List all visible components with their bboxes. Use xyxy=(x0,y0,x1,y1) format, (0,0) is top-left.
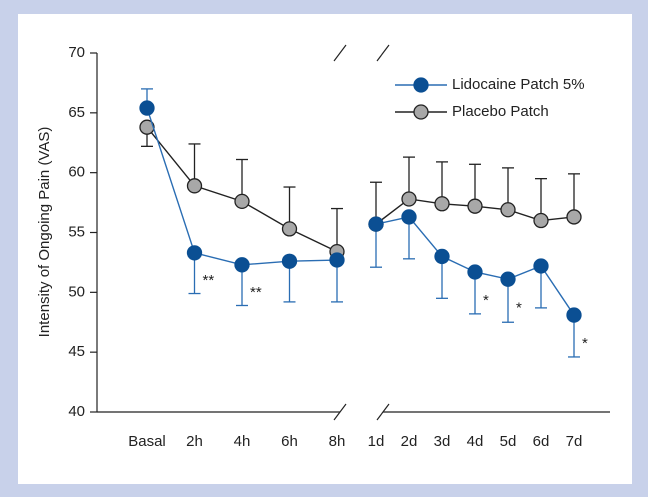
x-tick-label: 1d xyxy=(368,433,385,450)
y-tick-label: 55 xyxy=(68,223,85,240)
y-tick-label: 45 xyxy=(68,343,85,360)
x-tick-label: Basal xyxy=(128,433,166,450)
x-tick-label: 4h xyxy=(234,433,251,450)
y-tick-label: 40 xyxy=(68,403,85,420)
y-tick-label: 50 xyxy=(68,283,85,300)
x-tick-label: 5d xyxy=(500,433,517,450)
marker xyxy=(401,209,417,225)
axis-break xyxy=(333,44,347,62)
legend-label: Lidocaine Patch 5% xyxy=(452,76,585,93)
legend-marker xyxy=(413,104,429,120)
marker xyxy=(500,271,516,287)
x-tick-label: 7d xyxy=(566,433,583,450)
marker xyxy=(566,307,582,323)
marker xyxy=(467,264,483,280)
marker xyxy=(566,209,582,225)
annotation: * xyxy=(483,292,489,309)
legend-label: Placebo Patch xyxy=(452,103,549,120)
x-tick-label: 2h xyxy=(186,433,203,450)
x-tick-label: 6d xyxy=(533,433,550,450)
marker xyxy=(329,252,345,268)
axis-break xyxy=(376,44,390,62)
y-tick-label: 60 xyxy=(68,164,85,181)
y-axis-label: Intensity of Ongoing Pain (VAS) xyxy=(36,127,53,338)
annotation: * xyxy=(516,300,522,317)
marker xyxy=(234,257,250,273)
marker xyxy=(281,253,298,269)
x-tick-label: 8h xyxy=(329,433,346,450)
marker xyxy=(401,191,417,207)
y-tick-label: 65 xyxy=(68,104,85,121)
annotation: ** xyxy=(203,272,215,289)
y-tick-label: 70 xyxy=(68,44,85,61)
marker xyxy=(434,196,450,212)
annotation: ** xyxy=(250,284,262,301)
marker xyxy=(533,212,549,229)
panel xyxy=(18,14,632,484)
marker xyxy=(467,198,483,214)
marker xyxy=(434,248,450,265)
annotation: * xyxy=(582,335,588,352)
legend-marker xyxy=(413,77,429,93)
axis-break xyxy=(376,403,390,421)
marker xyxy=(281,221,298,237)
marker xyxy=(500,202,516,218)
marker xyxy=(533,258,549,274)
marker xyxy=(186,245,203,261)
x-tick-label: 3d xyxy=(434,433,451,450)
x-tick-label: 2d xyxy=(401,433,418,450)
marker xyxy=(186,178,203,194)
x-tick-label: 4d xyxy=(467,433,484,450)
x-tick-label: 6h xyxy=(281,433,298,450)
axis-break xyxy=(333,403,347,421)
marker xyxy=(368,216,384,232)
marker xyxy=(139,100,155,116)
marker xyxy=(234,193,250,210)
